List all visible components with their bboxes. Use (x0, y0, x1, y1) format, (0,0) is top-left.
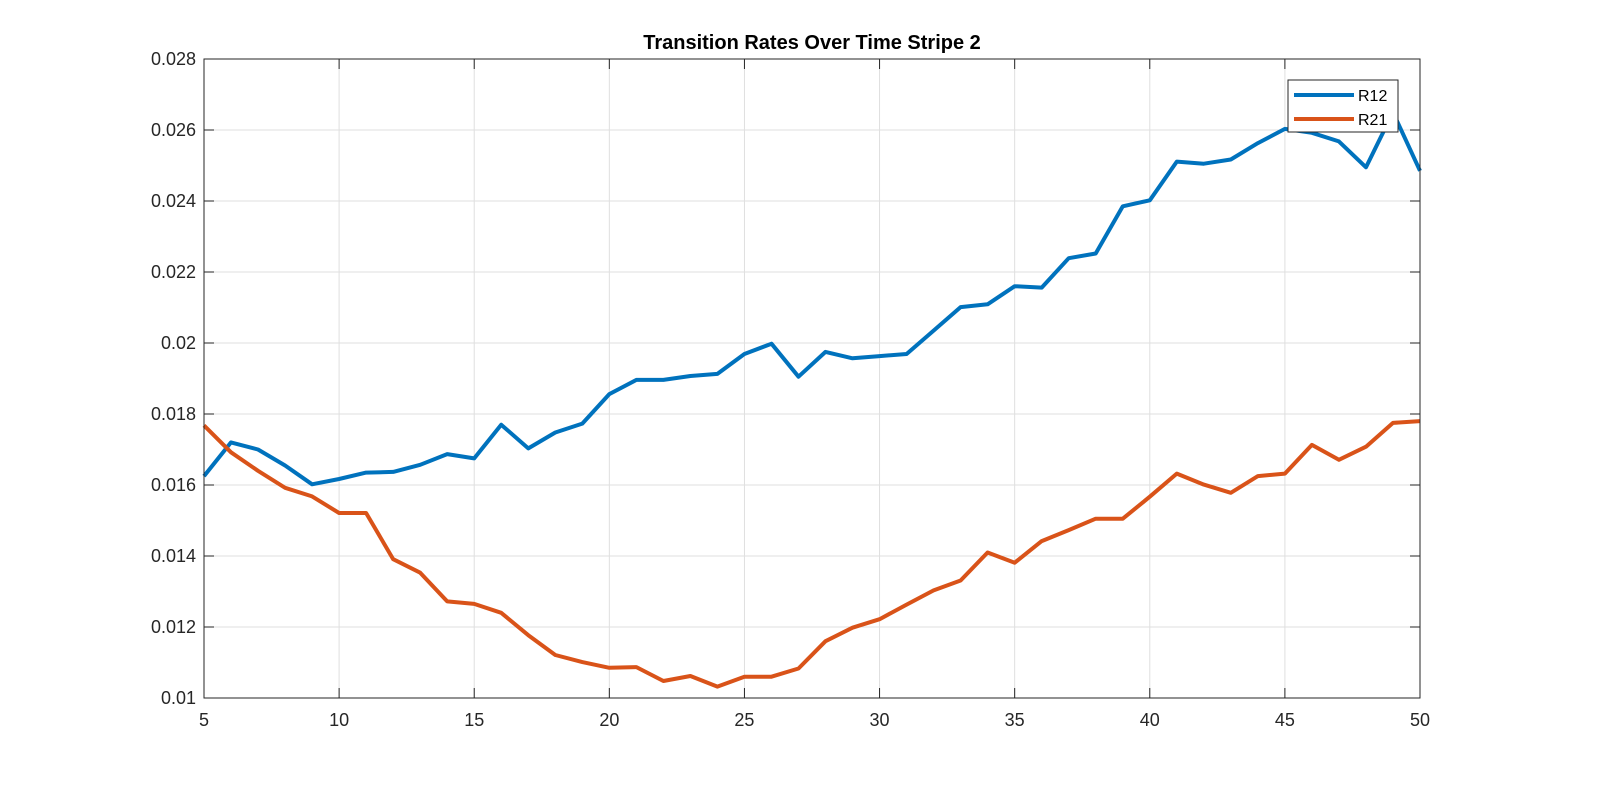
y-tick-label: 0.016 (151, 475, 196, 495)
x-tick-label: 35 (1005, 710, 1025, 730)
y-tick-label: 0.028 (151, 49, 196, 69)
x-tick-label: 20 (599, 710, 619, 730)
y-tick-label: 0.018 (151, 404, 196, 424)
y-tick-label: 0.012 (151, 617, 196, 637)
series-lines (202, 110, 1422, 689)
x-tick-label: 50 (1410, 710, 1430, 730)
x-tick-label: 10 (329, 710, 349, 730)
y-tick-label: 0.01 (161, 688, 196, 708)
plot-frame (203, 58, 1421, 699)
y-tick-label: 0.022 (151, 262, 196, 282)
plot-area (204, 59, 1420, 698)
x-tick-label: 45 (1275, 710, 1295, 730)
grid (203, 58, 1421, 699)
y-tick-label: 0.014 (151, 546, 196, 566)
y-axis: 0.01 0.012 0.014 0.016 0.018 0.02 0.022 0.024 0.… (151, 49, 1420, 708)
x-axis: 5 10 15 20 25 30 35 40 45 50 (199, 59, 1430, 730)
y-tick-label: 0.024 (151, 191, 196, 211)
y-tick-label: 0.02 (161, 333, 196, 353)
chart-title: Transition Rates Over Time Stripe 2 (643, 32, 981, 54)
x-tick-label: 5 (199, 710, 209, 730)
legend: R12 R21 (1287, 79, 1399, 133)
series-line-r21 (202, 419, 1421, 689)
x-tick-label: 15 (464, 710, 484, 730)
x-tick-label: 30 (870, 710, 890, 730)
legend-box (1287, 79, 1399, 133)
series-line-r12 (202, 110, 1422, 487)
x-tick-label: 40 (1140, 710, 1160, 730)
legend-label-r12: R12 (1358, 88, 1387, 105)
x-tick-label: 25 (734, 710, 754, 730)
y-tick-label: 0.026 (151, 120, 196, 140)
legend-label-r21: R21 (1358, 112, 1387, 129)
